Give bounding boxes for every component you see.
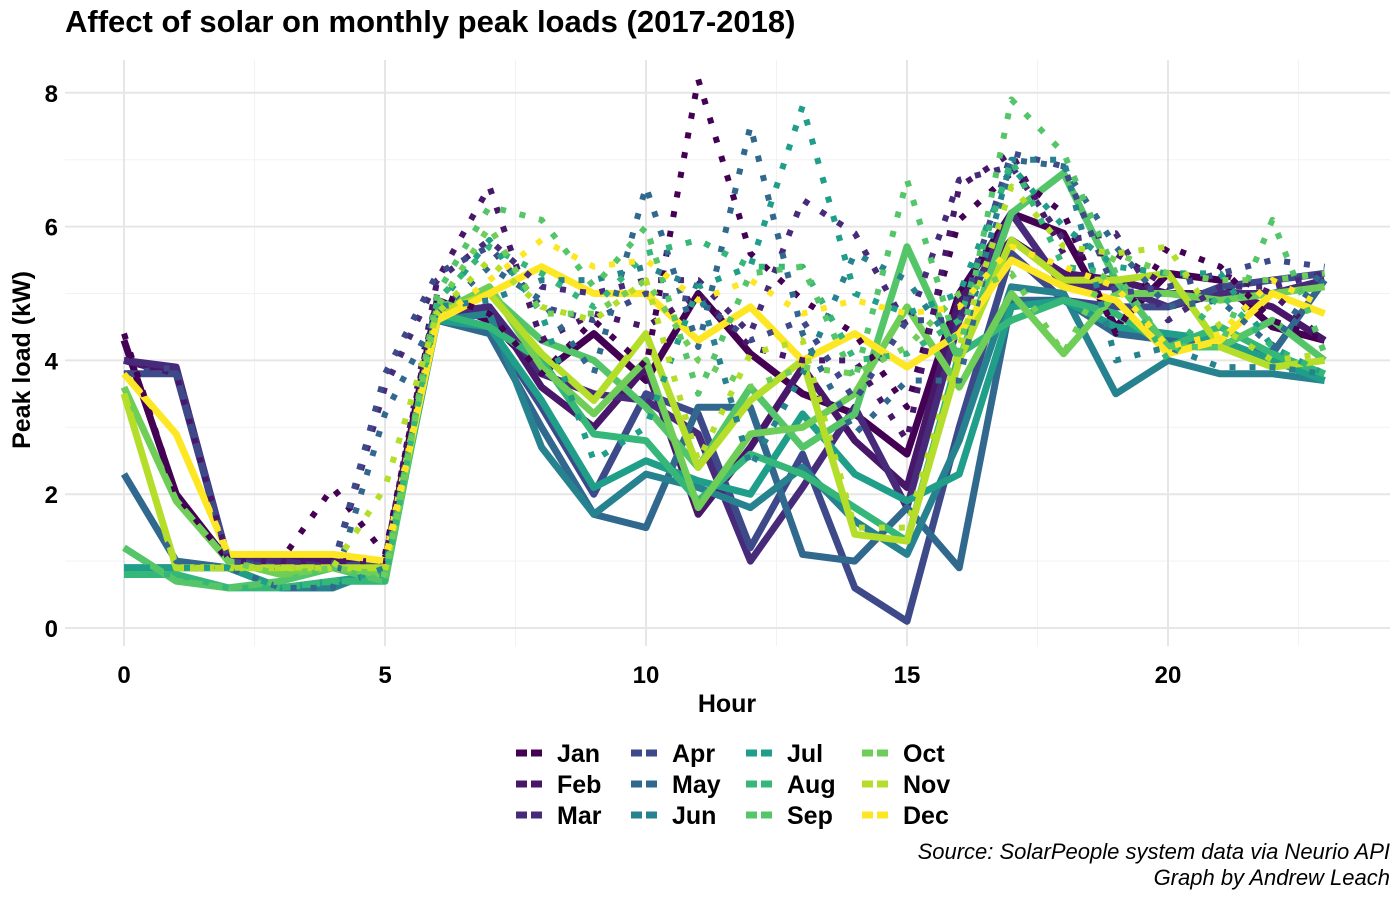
x-tick-labels: 0 5 10 15 20: [117, 662, 1181, 689]
legend: Jan Feb Mar Apr May Jun Jul Aug Sep Oct Nov Dec: [516, 740, 950, 830]
legend-label-oct: Oct: [903, 740, 945, 768]
legend-label-jul: Jul: [787, 740, 823, 768]
x-axis-label: Hour: [698, 690, 757, 718]
credit-caption: Graph by Andrew Leach: [1153, 865, 1390, 890]
x-tick-label: 0: [117, 662, 130, 689]
legend-label-nov: Nov: [903, 771, 950, 799]
y-tick-label: 4: [45, 348, 59, 375]
legend-label-apr: Apr: [672, 740, 715, 768]
y-axis-label: Peak load (kW): [8, 271, 36, 449]
series-line-nov-dotted: [121, 183, 1325, 571]
x-tick-label: 10: [633, 662, 660, 689]
legend-label-mar: Mar: [557, 802, 602, 830]
series-line-jul-solid: [124, 296, 1326, 592]
series-lines: [120, 76, 1328, 625]
legend-label-jan: Jan: [557, 740, 600, 768]
series-line-may-dotted: [121, 123, 1328, 591]
legend-label-feb: Feb: [557, 771, 601, 799]
y-tick-labels: 0 2 4 6 8: [45, 81, 59, 643]
y-tick-label: 0: [45, 616, 58, 643]
y-tick-label: 8: [45, 81, 58, 108]
x-tick-label: 15: [894, 662, 921, 689]
series-line-jan-dotted: [121, 76, 1326, 565]
chart-title: Affect of solar on monthly peak loads (2…: [65, 4, 796, 39]
legend-label-dec: Dec: [903, 802, 949, 830]
series-line-sep-dotted: [122, 96, 1328, 591]
series-line-oct-dotted: [121, 223, 1325, 578]
series-line-dec-solid: [121, 256, 1326, 565]
legend-label-aug: Aug: [787, 771, 836, 799]
series-line-jun-dotted: [124, 156, 1325, 591]
series-line-jul-dotted: [124, 103, 1326, 591]
series-line-aug-solid: [124, 296, 1326, 592]
x-tick-label: 20: [1155, 662, 1182, 689]
y-tick-label: 2: [45, 482, 58, 509]
x-tick-label: 5: [378, 662, 391, 689]
legend-label-sep: Sep: [787, 802, 833, 830]
series-line-feb-solid: [123, 236, 1327, 565]
legend-label-jun: Jun: [672, 802, 716, 830]
legend-label-may: May: [672, 771, 721, 799]
y-tick-label: 6: [45, 215, 58, 242]
series-line-feb-dotted: [123, 150, 1327, 565]
source-caption: Source: SolarPeople system data via Neur…: [917, 839, 1390, 864]
